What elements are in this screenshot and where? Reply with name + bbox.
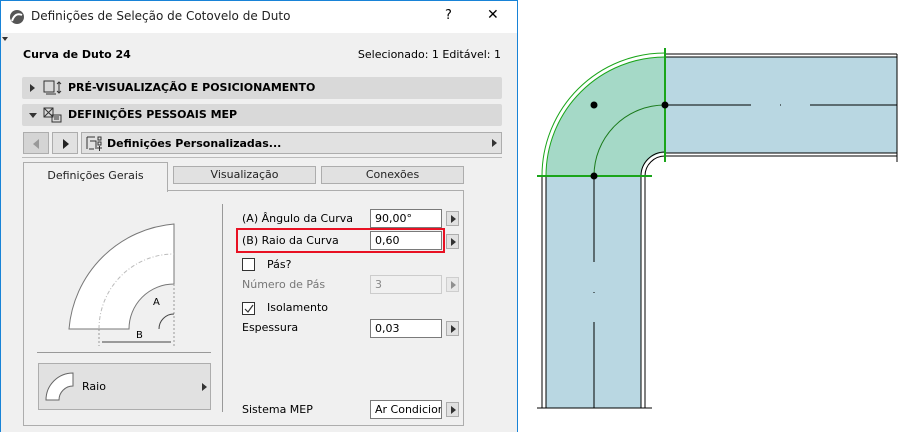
hotspot[interactable] [590,101,598,109]
thickness-input[interactable]: 0,03 [370,319,442,338]
radius-highlight [236,228,445,253]
window-title: Definições de Seleção de Cotovelo de Dut… [31,9,291,23]
shape-label: Raio [82,380,106,393]
vane-count-options-button[interactable] [446,277,459,292]
element-name: Curva de Duto 24 [23,48,131,61]
selected-elbow[interactable] [537,48,669,180]
title-bar: Definições de Seleção de Cotovelo de Dut… [1,1,517,33]
insulation-checkbox[interactable] [242,302,255,315]
radius-elbow-icon [45,372,74,401]
divider [37,352,211,353]
tab-connections[interactable]: Conexões [321,166,464,184]
collapse-arrow-icon [29,113,37,118]
angle-options-button[interactable] [446,211,459,226]
horizontal-duct[interactable] [665,53,898,162]
divider [222,204,223,412]
preview-positioning-icon [43,80,62,95]
help-button[interactable]: ? [445,8,452,23]
vanes-checkbox[interactable] [242,258,255,271]
selection-count: Selecionado: 1 Editável: 1 [357,48,501,61]
radius-options-button[interactable] [446,234,459,249]
expand-arrow-icon [30,84,35,92]
label-a: A [153,297,160,308]
panel-preview-positioning[interactable]: PRÉ-VISUALIZAÇÃO E POSICIONAMENTO [22,77,502,99]
vane-count-label: Número de Pás [242,278,326,291]
thickness-label: Espessura [242,321,299,334]
mep-settings-icon [43,107,62,123]
dropdown-label: Definições Personalizadas... [107,137,282,150]
dropdown-arrow-icon [202,383,207,391]
angle-input[interactable]: 90,00° [370,209,442,228]
radius-input[interactable]: 0,60 [370,231,442,250]
arrow-right-icon [63,139,69,149]
close-button[interactable]: ✕ [487,7,499,23]
label-b: B [134,330,145,341]
panel-mep-settings[interactable]: DEFINIÇÕES PESSOAIS MEP [22,104,502,126]
custom-settings-icon [86,136,102,151]
angle-label: (A) Ângulo da Curva [242,212,353,225]
vane-count-input[interactable]: 3 [370,275,442,294]
mep-system-label: Sistema MEP [242,403,313,416]
dialog: Definições de Seleção de Cotovelo de Dut… [0,0,518,432]
app-logo-icon [10,10,24,24]
vertical-duct[interactable] [537,176,652,409]
elbow-preview-diagram [68,223,175,346]
hotspot[interactable] [661,101,669,109]
collapse-arrow-icon[interactable] [2,37,8,41]
tab-visualization[interactable]: Visualização [173,166,316,184]
mep-system-input[interactable]: Ar Condicior [370,400,442,419]
divider [22,157,502,158]
thickness-options-button[interactable] [446,321,459,336]
tab-content [23,190,464,426]
checkmark-icon [244,304,254,313]
radius-label: (B) Raio da Curva [242,234,339,247]
insulation-label: Isolamento [267,301,328,314]
shape-selector-button[interactable]: Raio [38,363,211,410]
previous-button[interactable] [23,132,49,154]
vanes-label: Pás? [267,258,292,271]
panel-label: PRÉ-VISUALIZAÇÃO E POSICIONAMENTO [68,81,316,94]
dropdown-arrow-icon [492,139,497,147]
next-button[interactable] [52,132,78,154]
hotspot[interactable] [590,172,598,180]
tab-general-settings[interactable]: Definições Gerais [23,162,168,192]
panel-label: DEFINIÇÕES PESSOAIS MEP [68,108,238,121]
custom-settings-dropdown[interactable]: Definições Personalizadas... [81,132,502,154]
mep-system-options-button[interactable] [446,402,459,417]
arrow-left-icon [33,139,39,149]
